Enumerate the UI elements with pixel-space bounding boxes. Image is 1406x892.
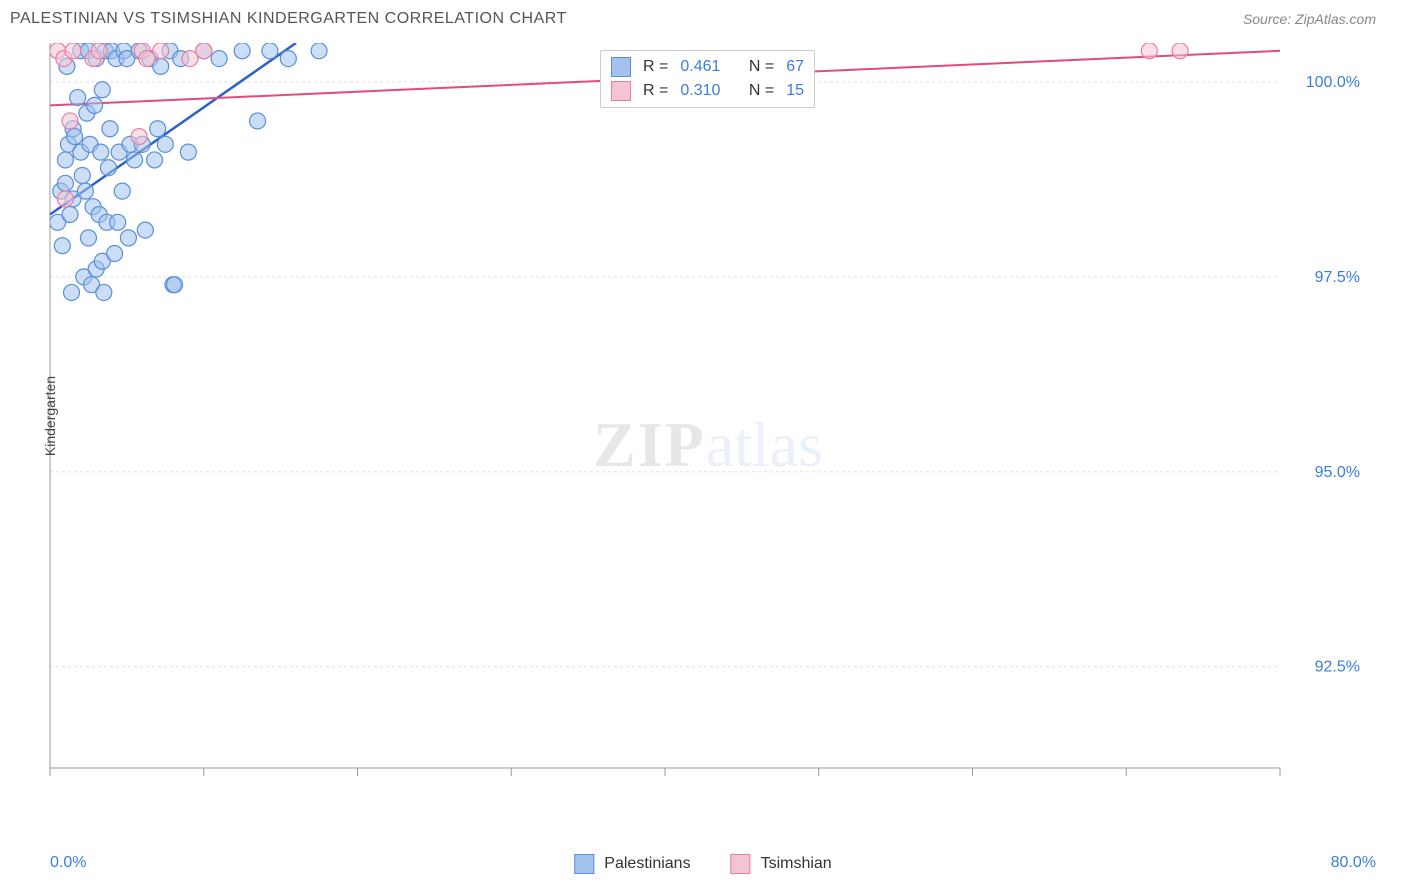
svg-text:100.0%: 100.0% bbox=[1306, 74, 1360, 91]
n-value: 67 bbox=[786, 58, 804, 76]
r-label: R = bbox=[643, 82, 668, 100]
swatch-icon bbox=[611, 81, 631, 101]
legend-swatch-tsimshian bbox=[731, 854, 751, 874]
legend-label-tsimshian: Tsimshian bbox=[761, 855, 832, 873]
stats-panel: R = 0.461 N = 67 R = 0.310 N = 15 bbox=[600, 50, 815, 108]
x-axis-max-label: 80.0% bbox=[1331, 854, 1376, 872]
n-label: N = bbox=[749, 58, 774, 76]
n-label: N = bbox=[749, 82, 774, 100]
chart-header: PALESTINIAN VS TSIMSHIAN KINDERGARTEN CO… bbox=[0, 0, 1406, 38]
r-value: 0.310 bbox=[680, 82, 720, 100]
svg-text:92.5%: 92.5% bbox=[1315, 659, 1360, 676]
source-attribution: Source: ZipAtlas.com bbox=[1243, 11, 1376, 27]
svg-text:97.5%: 97.5% bbox=[1315, 269, 1360, 286]
stats-row-tsimshian: R = 0.310 N = 15 bbox=[611, 79, 804, 103]
chart-title: PALESTINIAN VS TSIMSHIAN KINDERGARTEN CO… bbox=[10, 10, 567, 28]
x-axis-min-label: 0.0% bbox=[50, 854, 86, 872]
stats-row-palestinians: R = 0.461 N = 67 bbox=[611, 55, 804, 79]
bottom-legend: Palestinians Tsimshian bbox=[574, 854, 831, 874]
chart-container: Kindergarten 92.5% 95.0% 97.5% 100.0% R = 0… bbox=[40, 38, 1376, 788]
legend-label-palestinians: Palestinians bbox=[604, 855, 690, 873]
y-axis-label: Kindergarten bbox=[42, 376, 58, 456]
legend-swatch-palestinians bbox=[574, 854, 594, 874]
svg-text:95.0%: 95.0% bbox=[1315, 464, 1360, 481]
swatch-icon bbox=[611, 57, 631, 77]
scatter-plot: 92.5% 95.0% 97.5% 100.0% bbox=[40, 38, 1370, 783]
n-value: 15 bbox=[786, 82, 804, 100]
r-label: R = bbox=[643, 58, 668, 76]
r-value: 0.461 bbox=[680, 58, 720, 76]
